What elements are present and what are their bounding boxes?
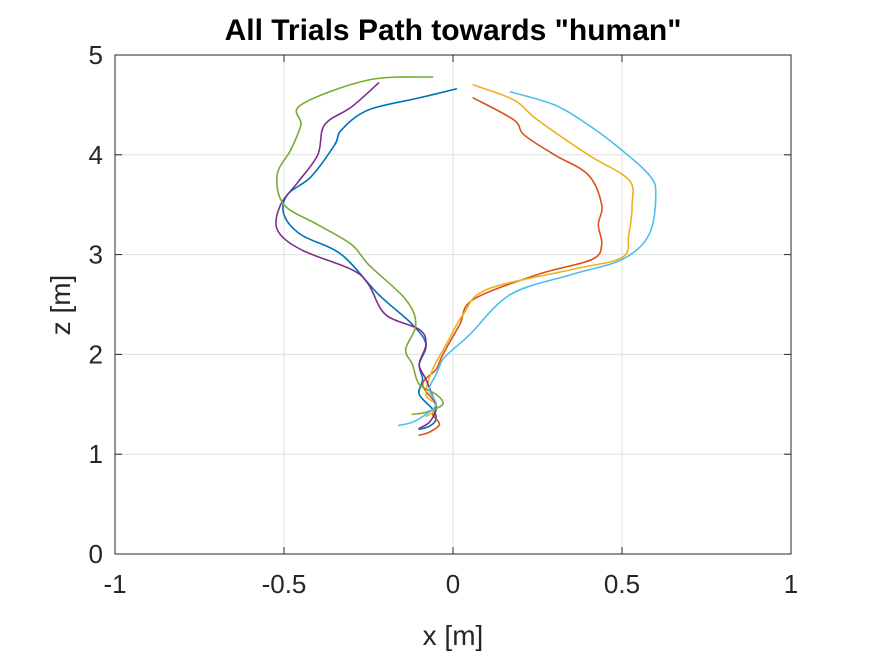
trial-path-5 [276,76,445,416]
y-tick-label: 3 [89,240,103,270]
trial-path-6 [398,91,657,427]
chart-title: All Trials Path towards "human" [225,14,682,47]
x-tick-label: 1 [784,569,798,599]
series-group [275,76,657,436]
y-tick-label: 5 [89,40,103,70]
x-tick-label: -1 [103,569,126,599]
y-tick-label: 2 [89,339,103,369]
y-axis-label: z [m] [45,275,76,336]
y-tick-label: 4 [89,140,103,170]
x-axis-label: x [m] [423,620,484,651]
x-tick-label: 0.5 [604,569,640,599]
trial-path-3 [425,84,634,418]
x-tick-label: 0 [446,569,460,599]
y-tick-label: 1 [89,439,103,469]
y-tick-label: 0 [89,539,103,569]
axis-ticks: -1 -0.5 0 0.5 1 0 1 2 3 4 5 [89,40,799,599]
x-tick-label: -0.5 [262,569,307,599]
